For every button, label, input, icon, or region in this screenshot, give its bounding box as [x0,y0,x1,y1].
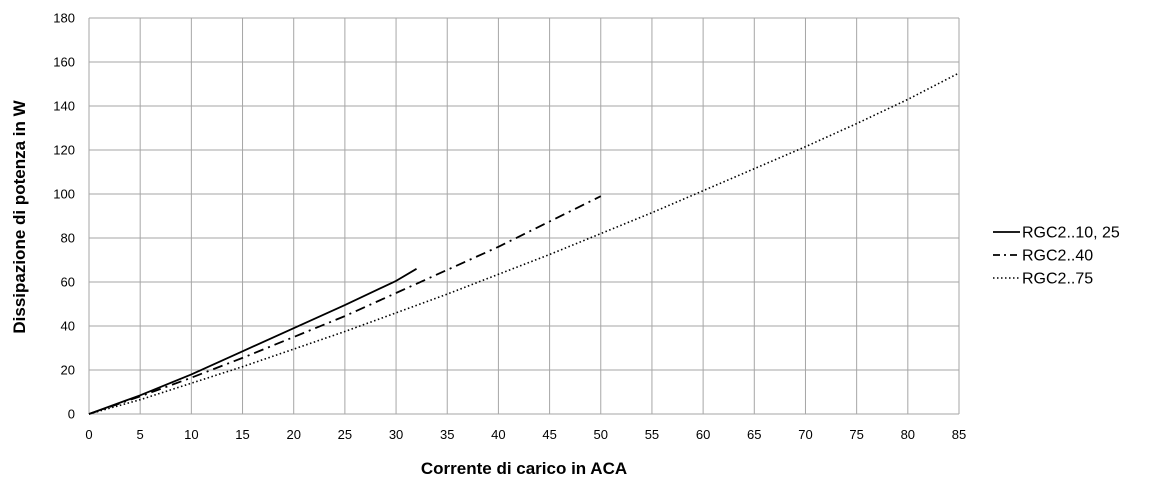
grid [88,17,960,415]
series-line-3 [88,72,960,415]
legend-label-2: RGC2..40 [1022,248,1093,265]
x-tick-label: 15 [235,427,249,442]
y-axis-title: Dissipazione di potenza in W [10,99,29,333]
x-tick-label: 35 [440,427,454,442]
x-tick-label: 10 [184,427,198,442]
y-tick-label: 0 [68,407,75,422]
x-tick-label: 75 [849,427,863,442]
x-tick-label: 45 [542,427,556,442]
y-tick-label: 160 [53,55,75,70]
y-tick-label: 20 [61,363,75,378]
y-tick-label: 180 [53,11,75,26]
x-tick-label: 80 [901,427,915,442]
y-tick-label: 140 [53,99,75,114]
legend: RGC2..10, 25 RGC2..40 RGC2..75 [993,225,1120,288]
x-tick-label: 65 [747,427,761,442]
y-tick-label: 40 [61,319,75,334]
x-tick-label: 40 [491,427,505,442]
x-tick-label: 70 [798,427,812,442]
legend-label-3: RGC2..75 [1022,271,1093,288]
x-axis-title: Corrente di carico in ACA [421,459,627,478]
x-tick-label: 85 [952,427,966,442]
y-tick-label: 120 [53,143,75,158]
y-tick-label: 100 [53,187,75,202]
x-tick-label: 25 [338,427,352,442]
x-tick-label: 60 [696,427,710,442]
x-tick-label: 50 [594,427,608,442]
x-tick-label: 5 [137,427,144,442]
x-tick-label: 55 [645,427,659,442]
x-tick-label: 30 [389,427,403,442]
series-lines [88,72,960,415]
tick-labels: 0 5 10 15 20 25 30 35 40 45 50 55 60 65 70 75 80 85 0 20 40 6… [53,11,966,443]
y-tick-label: 60 [61,275,75,290]
y-tick-label: 80 [61,231,75,246]
series-line-2 [88,195,602,415]
legend-label-1: RGC2..10, 25 [1022,225,1120,242]
x-tick-label: 0 [85,427,92,442]
x-tick-label: 20 [286,427,300,442]
series-line-1 [88,268,417,415]
